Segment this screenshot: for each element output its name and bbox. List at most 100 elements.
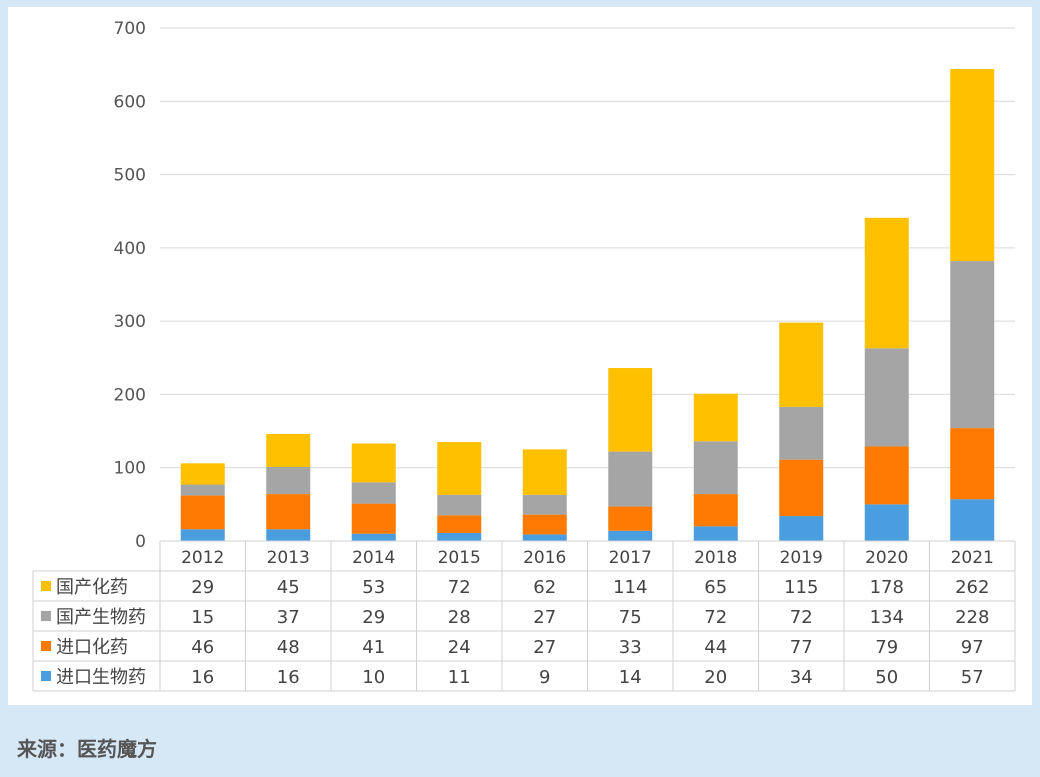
table-value-2-6: 44 <box>704 637 727 658</box>
table-value-1-0: 15 <box>191 607 214 628</box>
x-tick-label-2014: 2014 <box>352 548 395 568</box>
table-value-0-2: 53 <box>362 577 385 598</box>
bar-2018-3 <box>693 393 738 442</box>
table-value-3-1: 16 <box>277 667 300 688</box>
table-value-3-3: 11 <box>448 667 471 688</box>
y-tick-label-300: 300 <box>114 312 146 332</box>
bar-2017-1 <box>608 506 653 531</box>
bar-2014-3 <box>351 443 396 483</box>
bar-2015-3 <box>437 442 482 495</box>
x-tick-label-2018: 2018 <box>694 548 737 568</box>
legend-label-0: 国产化药 <box>56 577 128 598</box>
table-value-1-5: 75 <box>619 607 642 628</box>
bar-2020-3 <box>864 217 909 349</box>
table-value-3-6: 20 <box>704 667 727 688</box>
bar-2017-0 <box>608 530 653 541</box>
table-value-1-4: 27 <box>533 607 556 628</box>
y-tick-label-200: 200 <box>114 385 146 405</box>
table-value-2-4: 27 <box>533 637 556 658</box>
bar-2012-0 <box>180 529 225 541</box>
bar-2016-0 <box>522 534 567 541</box>
x-tick-label-2013: 2013 <box>267 548 310 568</box>
table-value-2-1: 48 <box>277 637 300 658</box>
bar-2019-1 <box>779 459 824 517</box>
bar-2016-3 <box>522 449 567 495</box>
table-value-0-3: 72 <box>448 577 471 598</box>
table-value-0-6: 65 <box>704 577 727 598</box>
bar-2015-1 <box>437 515 482 533</box>
table-value-0-9: 262 <box>955 577 989 598</box>
table-value-0-7: 115 <box>784 577 818 598</box>
x-tick-label-2017: 2017 <box>609 548 652 568</box>
table-value-3-8: 50 <box>875 667 898 688</box>
x-tick-label-2020: 2020 <box>865 548 908 568</box>
legend-key-2 <box>41 641 51 651</box>
bar-2017-2 <box>608 451 653 507</box>
bar-2012-2 <box>180 484 225 496</box>
table-value-2-2: 41 <box>362 637 385 658</box>
legend-key-1 <box>41 611 51 621</box>
x-tick-label-2012: 2012 <box>181 548 224 568</box>
table-value-2-9: 97 <box>961 637 984 658</box>
table-value-0-4: 62 <box>533 577 556 598</box>
bar-2021-0 <box>950 499 995 541</box>
table-value-1-2: 29 <box>362 607 385 628</box>
bar-2019-3 <box>779 322 824 407</box>
table-value-3-5: 14 <box>619 667 642 688</box>
y-tick-label-700: 700 <box>114 19 146 39</box>
table-value-1-6: 72 <box>704 607 727 628</box>
bar-2019-2 <box>779 406 824 460</box>
bar-2016-2 <box>522 494 567 515</box>
x-tick-label-2021: 2021 <box>951 548 994 568</box>
bar-2014-0 <box>351 533 396 541</box>
table-value-0-8: 178 <box>870 577 904 598</box>
table-value-1-3: 28 <box>448 607 471 628</box>
table-value-1-9: 228 <box>955 607 989 628</box>
bar-2020-2 <box>864 348 909 447</box>
bar-2012-3 <box>180 463 225 485</box>
bar-2014-1 <box>351 503 396 534</box>
bar-2020-1 <box>864 446 909 505</box>
legend-key-0 <box>41 581 51 591</box>
bar-2016-1 <box>522 514 567 535</box>
legend-key-3 <box>41 671 51 681</box>
table-value-3-2: 10 <box>362 667 385 688</box>
bar-2018-0 <box>693 526 738 541</box>
legend-label-3: 进口生物药 <box>56 667 146 688</box>
table-value-2-0: 46 <box>191 637 214 658</box>
table-value-3-9: 57 <box>961 667 984 688</box>
table-value-0-1: 45 <box>277 577 300 598</box>
x-tick-label-2015: 2015 <box>438 548 481 568</box>
bar-2019-0 <box>779 516 824 541</box>
bar-2015-2 <box>437 494 482 516</box>
y-tick-label-400: 400 <box>114 239 146 259</box>
bar-2013-2 <box>266 466 311 495</box>
bar-2013-1 <box>266 494 311 530</box>
table-value-1-7: 72 <box>790 607 813 628</box>
table-value-2-7: 77 <box>790 637 813 658</box>
table-value-0-5: 114 <box>613 577 647 598</box>
table-value-2-5: 33 <box>619 637 642 658</box>
bar-2018-2 <box>693 441 738 495</box>
legend-label-1: 国产生物药 <box>56 607 146 628</box>
y-tick-label-100: 100 <box>114 459 146 479</box>
bar-2017-3 <box>608 368 653 452</box>
bar-2015-0 <box>437 532 482 541</box>
bar-2013-0 <box>266 529 311 541</box>
bar-2021-3 <box>950 69 995 262</box>
chart-card: 0 100 200 300 400 500 600 700 2012 2013 2014 2015 20… <box>8 7 1032 705</box>
table-value-0-0: 29 <box>191 577 214 598</box>
y-tick-label-0: 0 <box>135 532 146 552</box>
y-tick-label-500: 500 <box>114 166 146 186</box>
bar-2021-2 <box>950 261 995 429</box>
bar-2020-0 <box>864 504 909 541</box>
legend-label-2: 进口化药 <box>56 637 128 658</box>
bar-2018-1 <box>693 494 738 527</box>
bar-2014-2 <box>351 482 396 504</box>
table-value-3-0: 16 <box>191 667 214 688</box>
table-value-1-1: 37 <box>277 607 300 628</box>
table-value-2-8: 79 <box>875 637 898 658</box>
bar-2013-3 <box>266 434 311 467</box>
table-value-3-7: 34 <box>790 667 813 688</box>
table-value-2-3: 24 <box>448 637 471 658</box>
